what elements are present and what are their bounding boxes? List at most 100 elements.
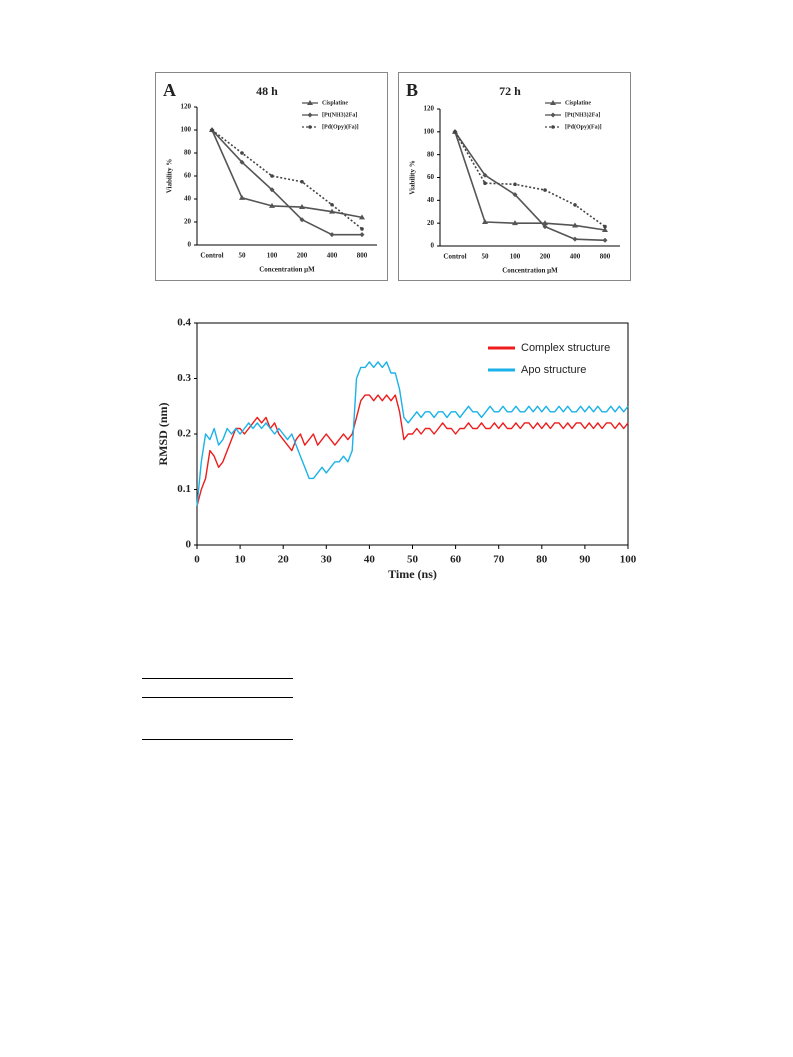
marker (550, 112, 556, 118)
marker (330, 202, 334, 207)
marker (542, 224, 548, 230)
y-tick-label: 0.1 (177, 483, 191, 495)
chart-title: 48 h (256, 84, 278, 98)
x-tick-label: 50 (482, 253, 490, 261)
marker (329, 232, 335, 238)
x-tick-label: 90 (579, 554, 591, 566)
x-tick-label: 50 (239, 252, 247, 260)
legend-label: [Pt(NH3)2Fa] (565, 111, 600, 118)
marker (572, 222, 578, 228)
chart-title: 72 h (499, 84, 521, 98)
marker (270, 174, 274, 178)
x-tick-label: 200 (297, 252, 308, 260)
x-tick-label: 70 (493, 554, 505, 566)
marker (240, 151, 244, 155)
y-tick-label: 0.2 (177, 428, 191, 440)
marker (513, 182, 517, 187)
marker (512, 220, 518, 226)
marker (269, 187, 275, 193)
legend-label: [Pt(NH3)2Fa] (322, 111, 357, 118)
marker (482, 219, 488, 225)
y-tick-label: 40 (427, 196, 435, 204)
y-axis-label: Viability % (409, 160, 417, 195)
marker (239, 159, 245, 165)
marker (299, 204, 305, 210)
marker (210, 128, 214, 132)
y-tick-label: 80 (184, 149, 192, 157)
marker (602, 237, 608, 243)
x-tick-label: 400 (327, 252, 338, 260)
y-tick-label: 0 (431, 242, 435, 250)
x-tick-label: 30 (321, 554, 333, 566)
y-tick-label: 80 (427, 150, 435, 158)
marker (307, 100, 313, 105)
y-tick-label: 100 (181, 126, 192, 134)
legend-label: Apo structure (521, 364, 586, 376)
legend-label: Complex structure (521, 342, 610, 354)
x-tick-label: Control (200, 252, 223, 260)
marker (573, 203, 577, 207)
series-line (454, 131, 606, 231)
marker (308, 125, 312, 129)
marker (359, 214, 365, 220)
marker (300, 179, 304, 184)
y-tick-label: 60 (184, 172, 192, 180)
legend-label: [Pd(Opy)(Fa)] (565, 123, 602, 130)
x-tick-label: 200 (540, 253, 551, 261)
panel-label: B (406, 80, 418, 100)
series-line (196, 394, 629, 507)
x-tick-label: 50 (407, 554, 419, 566)
marker (572, 236, 578, 242)
series-line (454, 131, 606, 242)
y-axis-label: RMSD (nm) (156, 403, 170, 466)
marker (453, 130, 457, 134)
y-tick-label: 120 (181, 103, 192, 111)
marker (602, 227, 608, 233)
marker (299, 217, 305, 223)
y-axis-label: Viability % (166, 159, 174, 194)
x-tick-label: 80 (536, 554, 548, 566)
marker (483, 181, 487, 186)
marker (239, 194, 245, 200)
y-tick-label: 0 (188, 241, 192, 249)
x-tick-label: 800 (600, 253, 611, 261)
marker (307, 112, 313, 118)
y-tick-label: 0 (186, 539, 192, 551)
panel-frame (398, 72, 631, 281)
x-axis-label: Concentration μM (502, 267, 558, 275)
series-line (211, 129, 363, 219)
y-tick-label: 100 (424, 127, 435, 135)
marker (550, 100, 556, 105)
marker (482, 172, 488, 178)
x-tick-label: Control (443, 253, 466, 261)
marker (269, 202, 275, 208)
x-axis-label: Concentration μM (259, 266, 315, 274)
x-tick-label: 20 (278, 554, 290, 566)
marker (360, 227, 364, 231)
y-tick-label: 20 (184, 218, 192, 226)
series-line (211, 129, 362, 236)
legend-label: Cisplatine (565, 100, 591, 106)
x-tick-label: 100 (510, 253, 521, 261)
marker (543, 188, 547, 192)
y-tick-label: 120 (424, 105, 435, 113)
y-tick-label: 20 (427, 219, 435, 227)
panel-frame (155, 72, 388, 281)
marker (359, 232, 365, 238)
x-tick-label: 100 (620, 554, 637, 566)
x-tick-label: 60 (450, 554, 462, 566)
marker (329, 208, 335, 214)
marker (603, 224, 607, 229)
marker (512, 192, 518, 198)
y-tick-label: 0.3 (177, 372, 191, 384)
x-tick-label: 10 (235, 554, 247, 566)
legend-label: [Pd(Opy)(Fa)] (322, 123, 359, 130)
x-tick-label: 100 (267, 252, 278, 260)
panel-label: A (163, 80, 176, 100)
x-tick-label: 400 (570, 253, 581, 261)
x-axis-label: Time (ns) (388, 567, 437, 581)
x-tick-label: 800 (357, 252, 368, 260)
marker (551, 125, 555, 129)
